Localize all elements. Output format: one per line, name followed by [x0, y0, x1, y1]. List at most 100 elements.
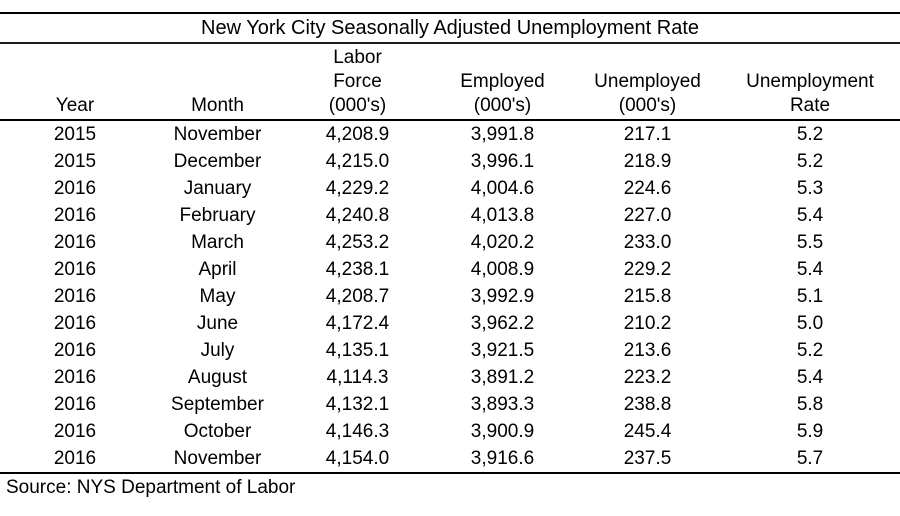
employed-cell: 3,891.2: [470, 367, 535, 388]
year-cell: 2016: [53, 340, 97, 361]
month-cell: January: [183, 178, 252, 199]
month-cell: March: [191, 232, 244, 253]
unemployed-cell: 215.8: [623, 286, 672, 307]
column-header-employed: Employed (000's): [430, 43, 575, 121]
table-row: 2015 December 4,215.0 3,996.1 218.9 5.2: [0, 148, 900, 175]
table-row: 2016 January 4,229.2 4,004.6 224.6 5.3: [0, 175, 900, 202]
year-cell: 2016: [53, 205, 97, 226]
labor-force-cell: 4,253.2: [325, 232, 390, 253]
labor-force-cell: 4,114.3: [326, 367, 389, 388]
employed-cell: 3,921.5: [470, 340, 535, 361]
year-cell: 2016: [53, 313, 97, 334]
employed-cell: 4,004.6: [470, 178, 535, 199]
month-cell: November: [173, 124, 262, 145]
table-head: New York City Seasonally Adjusted Unempl…: [0, 13, 900, 121]
rate-cell: 5.4: [796, 259, 824, 280]
year-cell: 2016: [53, 286, 97, 307]
year-cell: 2016: [53, 367, 97, 388]
month-cell: June: [196, 313, 239, 334]
month-cell: December: [173, 151, 262, 172]
column-header-unemployment-rate: Unemployment Rate: [720, 43, 900, 121]
labor-force-cell: 4,208.7: [325, 286, 390, 307]
rate-cell: 5.5: [796, 232, 824, 253]
rate-cell: 5.0: [796, 313, 824, 334]
employed-cell: 3,900.9: [470, 421, 535, 442]
employed-cell: 3,916.6: [430, 445, 575, 474]
employed-cell: 4,020.2: [470, 232, 535, 253]
header-line: Force: [333, 71, 382, 92]
rate-cell: 5.2: [796, 340, 824, 361]
year-cell: 2015: [53, 151, 97, 172]
table-row: 2016 February 4,240.8 4,013.8 227.0 5.4: [0, 202, 900, 229]
table-row: 2016 July 4,135.1 3,921.5 213.6 5.2: [0, 337, 900, 364]
year-cell: 2016: [53, 178, 97, 199]
employed-cell: 3,996.1: [470, 151, 535, 172]
month-cell: February: [179, 205, 256, 226]
table-row: 2015 November 4,208.9 3,991.8 217.1 5.2: [0, 120, 900, 148]
column-header-month: Month: [150, 43, 285, 121]
year-cell: 2016: [53, 421, 97, 442]
labor-force-cell: 4,132.1: [325, 394, 390, 415]
employed-cell: 3,962.2: [470, 313, 535, 334]
labor-force-cell: 4,172.4: [325, 313, 390, 334]
table-row: 2016 March 4,253.2 4,020.2 233.0 5.5: [0, 229, 900, 256]
header-line: Rate: [789, 95, 831, 116]
labor-force-cell: 4,154.0: [285, 445, 430, 474]
rate-cell: 5.4: [796, 367, 824, 388]
labor-force-cell: 4,215.0: [325, 151, 390, 172]
year-cell: 2015: [53, 124, 97, 145]
employed-cell: 4,008.9: [470, 259, 535, 280]
labor-force-cell: 4,238.1: [325, 259, 390, 280]
year-cell: 2016: [53, 232, 97, 253]
unemployed-cell: 237.5: [575, 445, 720, 474]
rate-cell: 5.2: [796, 151, 824, 172]
table-row: 2016 May 4,208.7 3,992.9 215.8 5.1: [0, 283, 900, 310]
rate-cell: 5.9: [796, 421, 824, 442]
header-line: Year: [55, 95, 95, 116]
year-cell: 2016: [53, 394, 97, 415]
month-cell: July: [200, 340, 235, 361]
month-cell: November: [150, 445, 285, 474]
unemployed-cell: 217.1: [623, 124, 672, 145]
employed-cell: 3,893.3: [470, 394, 535, 415]
header-line: Unemployment: [746, 71, 874, 92]
rate-cell: 5.7: [720, 445, 900, 474]
header-line: Month: [191, 95, 244, 116]
employed-cell: 4,013.8: [470, 205, 535, 226]
table-row: 2016 October 4,146.3 3,900.9 245.4 5.9: [0, 418, 900, 445]
unemployed-cell: 213.6: [623, 340, 672, 361]
unemployed-cell: 233.0: [623, 232, 672, 253]
rate-cell: 5.4: [796, 205, 824, 226]
table-body: 2015 November 4,208.9 3,991.8 217.1 5.2 …: [0, 120, 900, 474]
employed-cell: 3,992.9: [470, 286, 535, 307]
table-row: 2016 August 4,114.3 3,891.2 223.2 5.4: [0, 364, 900, 391]
year-cell: 2016: [53, 259, 97, 280]
source-note: Source: NYS Department of Labor: [6, 477, 296, 498]
month-cell: October: [183, 421, 252, 442]
header-line: (000's): [328, 95, 387, 116]
rate-cell: 5.1: [796, 286, 824, 307]
year-cell: 2016: [0, 445, 150, 474]
column-header-unemployed: Unemployed (000's): [575, 43, 720, 121]
unemployed-cell: 238.8: [623, 394, 672, 415]
column-header-labor-force: Labor Force (000's): [285, 43, 430, 121]
month-cell: September: [171, 394, 264, 415]
unemployed-cell: 224.6: [623, 178, 672, 199]
unemployed-cell: 245.4: [623, 421, 672, 442]
month-cell: August: [187, 367, 248, 388]
header-line: Labor: [333, 47, 382, 68]
labor-force-cell: 4,135.1: [325, 340, 390, 361]
labor-force-cell: 4,146.3: [325, 421, 390, 442]
header-line: Unemployed: [594, 71, 701, 92]
rate-cell: 5.3: [796, 178, 824, 199]
table-row: 2016 April 4,238.1 4,008.9 229.2 5.4: [0, 256, 900, 283]
table-row: 2016 September 4,132.1 3,893.3 238.8 5.8: [0, 391, 900, 418]
table-title: New York City Seasonally Adjusted Unempl…: [0, 13, 900, 44]
title-row: New York City Seasonally Adjusted Unempl…: [0, 13, 900, 44]
month-cell: April: [198, 259, 237, 280]
unemployed-cell: 227.0: [623, 205, 672, 226]
employed-cell: 3,991.8: [470, 124, 535, 145]
column-header-year: Year: [0, 43, 150, 121]
labor-force-cell: 4,229.2: [325, 178, 390, 199]
